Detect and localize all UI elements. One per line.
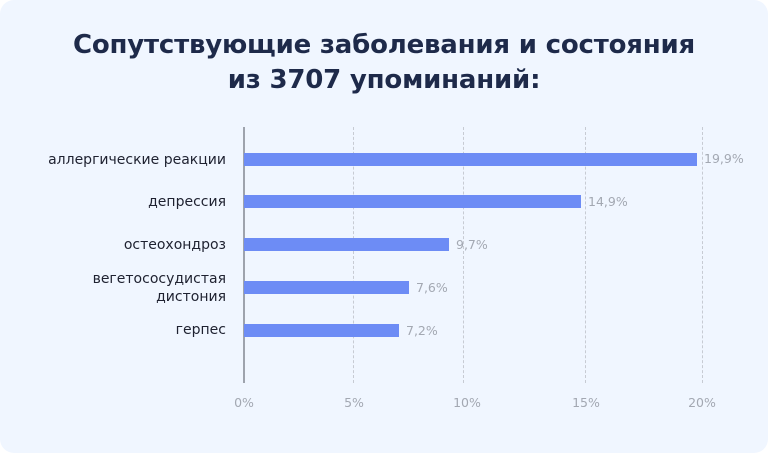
category-label: герпес xyxy=(175,322,226,338)
value-label: 9,7% xyxy=(456,237,488,252)
gridline-20 xyxy=(702,127,703,383)
bar-depression xyxy=(244,195,581,208)
x-tick-label: 20% xyxy=(688,395,716,410)
x-tick-label: 0% xyxy=(234,395,254,410)
chart-title-line-2: из 3707 упоминаний: xyxy=(227,65,541,95)
y-axis-line xyxy=(243,127,245,383)
value-label: 7,2% xyxy=(406,323,438,338)
bar-vegetovascular-dystonia xyxy=(244,281,409,294)
x-tick-label: 5% xyxy=(344,395,364,410)
chart-title-line-1: Сопутствующие заболевания и состояния xyxy=(72,30,696,60)
category-label-line-2: дистония xyxy=(156,289,226,305)
gridline-10 xyxy=(463,127,464,383)
chart-title: Сопутствующие заболевания и состояния из… xyxy=(0,28,768,98)
gridline-15 xyxy=(585,127,586,383)
value-label: 14,9% xyxy=(588,194,628,209)
gridline-5 xyxy=(353,127,354,383)
bar-herpes xyxy=(244,324,399,337)
category-label: депрессия xyxy=(148,194,226,210)
value-label: 7,6% xyxy=(416,280,448,295)
category-label: остеохондроз xyxy=(123,237,226,253)
value-label: 19,9% xyxy=(704,151,744,166)
bar-allergic-reactions xyxy=(244,153,697,166)
category-label: аллергические реакции xyxy=(48,152,226,168)
x-tick-label: 15% xyxy=(572,395,600,410)
bar-osteochondrosis xyxy=(244,238,449,251)
category-label-line-1: вегетососудистая xyxy=(92,271,226,287)
x-tick-label: 10% xyxy=(453,395,481,410)
category-label: вегетососудистая дистония xyxy=(0,270,226,306)
